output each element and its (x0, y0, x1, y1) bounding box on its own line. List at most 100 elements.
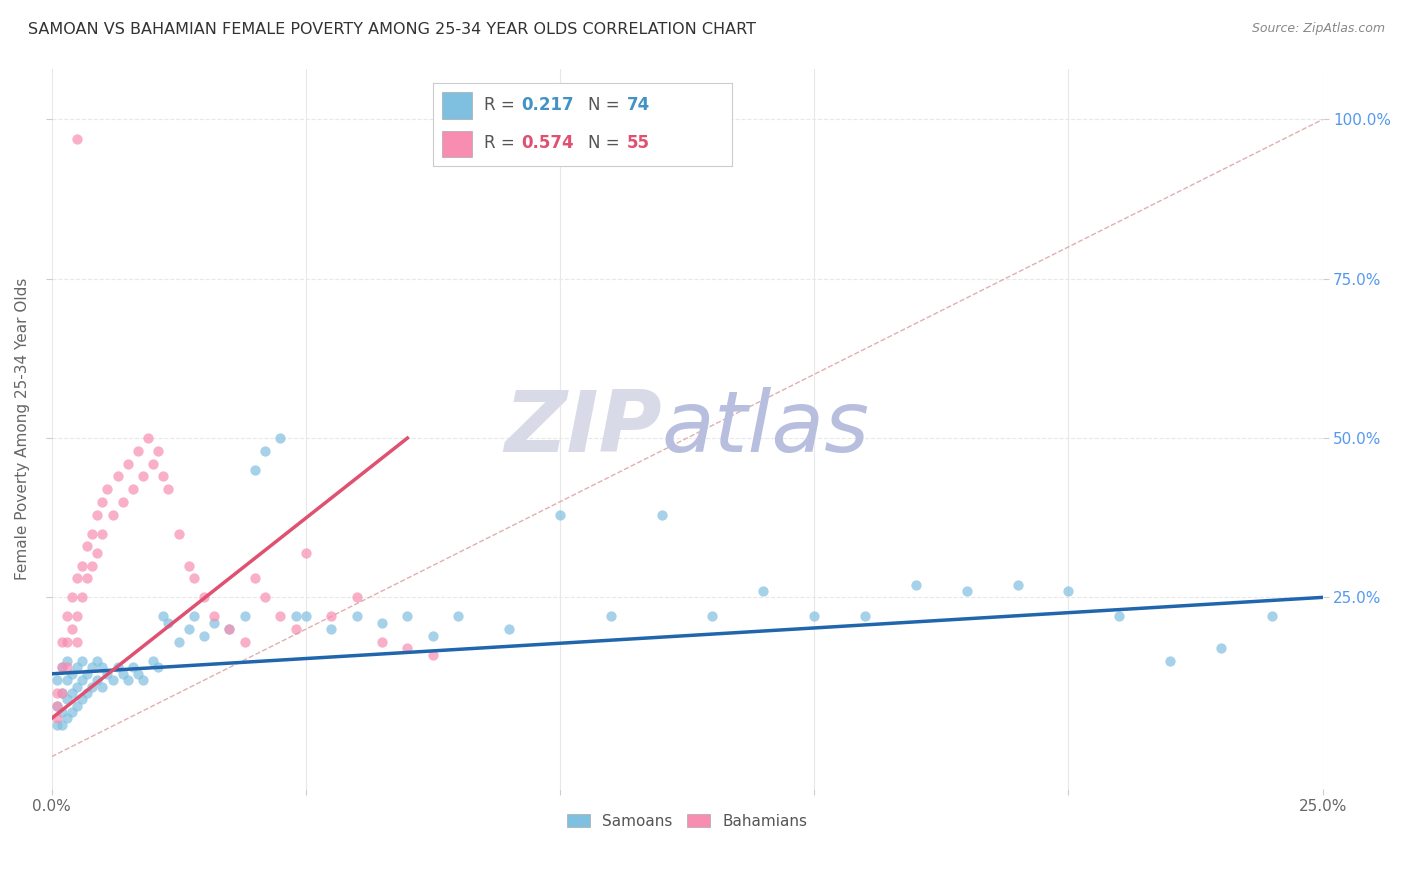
Point (294, 609, 316, 624)
Text: ZIP: ZIP (503, 387, 662, 470)
Point (1261, 609, 1284, 624)
Point (55, 660, 77, 674)
Point (127, 443, 149, 458)
Point (183, 609, 205, 624)
Point (1007, 577, 1029, 591)
Point (51, 705, 73, 719)
Point (193, 591, 215, 605)
Point (148, 443, 170, 458)
Point (76, 666, 98, 681)
Point (218, 622, 240, 636)
Point (60, 705, 83, 719)
Point (599, 609, 621, 624)
Point (66, 698, 89, 713)
Point (55, 673, 77, 688)
Point (107, 660, 129, 674)
Point (254, 443, 277, 458)
Point (177, 622, 200, 636)
Point (45, 673, 67, 688)
Point (371, 615, 394, 630)
Point (101, 508, 124, 522)
Point (498, 622, 520, 636)
Point (55, 635, 77, 649)
Y-axis label: Female Poverty Among 25-34 Year Olds: Female Poverty Among 25-34 Year Olds (15, 277, 30, 580)
Point (51, 635, 73, 649)
Point (321, 622, 343, 636)
Point (447, 609, 470, 624)
Point (218, 622, 240, 636)
Point (66, 680, 89, 694)
Point (117, 673, 139, 688)
Point (284, 609, 307, 624)
Point (157, 615, 180, 630)
Point (45, 718, 67, 732)
Point (70, 654, 93, 668)
Point (82, 558, 104, 573)
Point (152, 609, 174, 624)
Text: atlas: atlas (662, 387, 870, 470)
Point (956, 584, 979, 599)
Point (45, 686, 67, 700)
Point (243, 463, 266, 477)
Point (167, 635, 190, 649)
Point (1209, 641, 1232, 656)
Point (233, 635, 256, 649)
Point (60, 622, 83, 636)
Point (117, 457, 139, 471)
Point (55, 654, 77, 668)
Point (152, 469, 174, 483)
Point (91, 495, 114, 509)
Point (269, 609, 291, 624)
Text: Source: ZipAtlas.com: Source: ZipAtlas.com (1251, 22, 1385, 36)
Point (294, 546, 316, 560)
Point (904, 577, 927, 591)
Point (86, 546, 108, 560)
Point (752, 584, 775, 599)
Point (55, 692, 77, 706)
Point (66, 571, 89, 585)
Point (193, 629, 215, 643)
Point (269, 431, 291, 445)
Point (122, 660, 145, 674)
Point (136, 431, 159, 445)
Point (127, 666, 149, 681)
Point (167, 526, 190, 541)
Point (86, 508, 108, 522)
Legend: Samoans, Bahamians: Samoans, Bahamians (561, 807, 814, 835)
Point (422, 629, 444, 643)
Point (1057, 584, 1080, 599)
Point (183, 571, 205, 585)
Point (243, 571, 266, 585)
Point (148, 660, 170, 674)
Point (51, 660, 73, 674)
Point (142, 654, 165, 668)
Point (702, 609, 724, 624)
Point (107, 469, 129, 483)
Point (82, 526, 104, 541)
Point (91, 660, 114, 674)
Point (142, 457, 165, 471)
Point (202, 615, 225, 630)
Point (101, 673, 124, 688)
Point (96, 482, 118, 496)
Point (70, 692, 93, 706)
Point (132, 469, 155, 483)
Point (233, 609, 256, 624)
Point (70, 673, 93, 688)
Point (122, 482, 145, 496)
Point (55, 711, 77, 725)
Point (60, 666, 83, 681)
Point (177, 558, 200, 573)
Point (60, 591, 83, 605)
Point (91, 680, 114, 694)
Point (66, 635, 89, 649)
Point (51, 686, 73, 700)
Point (157, 482, 180, 496)
Point (55, 609, 77, 624)
Text: SAMOAN VS BAHAMIAN FEMALE POVERTY AMONG 25-34 YEAR OLDS CORRELATION CHART: SAMOAN VS BAHAMIAN FEMALE POVERTY AMONG … (28, 22, 756, 37)
Point (548, 508, 571, 522)
Point (70, 558, 93, 573)
Point (51, 660, 73, 674)
Point (51, 686, 73, 700)
Point (284, 622, 307, 636)
